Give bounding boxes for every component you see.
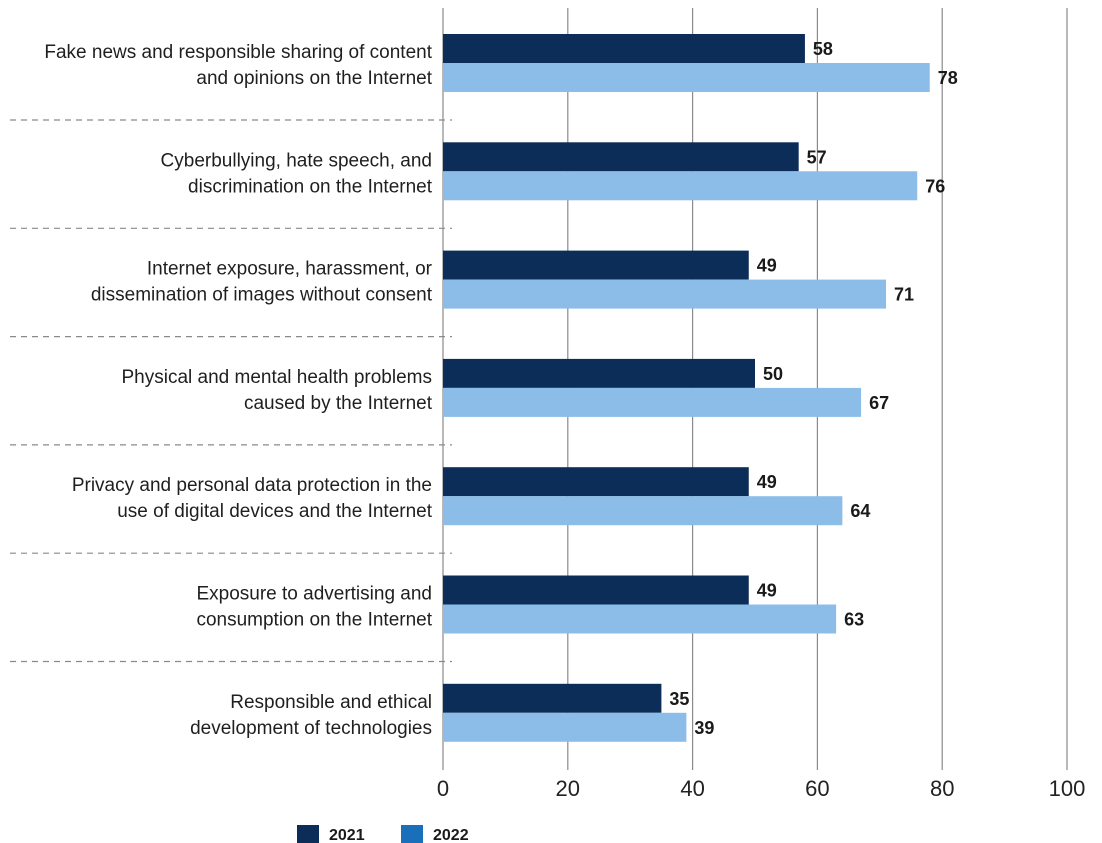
- bar-2022: [443, 496, 843, 526]
- data-label-2022: 63: [844, 610, 864, 630]
- x-tick-label: 80: [930, 776, 954, 801]
- bar-2022: [443, 387, 862, 417]
- data-label-2022: 64: [850, 501, 870, 521]
- legend-swatch-2021: [297, 825, 319, 843]
- category-label: use of digital devices and the Internet: [117, 501, 432, 522]
- category-label: development of technologies: [190, 718, 432, 739]
- bar-2021: [443, 358, 755, 388]
- category-label: Responsible and ethical: [230, 692, 432, 713]
- bar-2021: [443, 683, 662, 713]
- bar-2021: [443, 575, 749, 605]
- bar-2022: [443, 171, 918, 201]
- bars: [443, 34, 930, 742]
- bar-2022: [443, 279, 887, 309]
- x-tick-label: 40: [680, 776, 704, 801]
- data-label-2022: 39: [694, 718, 714, 738]
- category-label: consumption on the Internet: [196, 610, 432, 631]
- bar-2021: [443, 467, 749, 497]
- x-axis-ticks: 0 20 40 60 80 100: [437, 776, 1085, 801]
- category-label: and opinions on the Internet: [196, 68, 432, 89]
- data-label-2021: 49: [757, 256, 777, 276]
- bar-2021: [443, 34, 805, 63]
- x-tick-label: 60: [805, 776, 829, 801]
- category-separators: [10, 119, 452, 663]
- data-label-2021: 49: [757, 472, 777, 492]
- data-label-2022: 76: [925, 176, 945, 196]
- data-label-2022: 78: [938, 68, 958, 88]
- category-label: caused by the Internet: [244, 393, 433, 414]
- category-labels: Fake news and responsible sharing of con…: [44, 42, 432, 739]
- data-label-2021: 57: [807, 147, 827, 167]
- category-label: Fake news and responsible sharing of con…: [44, 42, 432, 63]
- bar-2022: [443, 712, 687, 742]
- category-label: dissemination of images without consent: [91, 285, 433, 306]
- data-label-2022: 67: [869, 393, 889, 413]
- legend: 2021 2022: [297, 825, 469, 843]
- data-label-2022: 71: [894, 285, 914, 305]
- data-label-2021: 35: [669, 689, 689, 709]
- data-label-2021: 58: [813, 39, 833, 59]
- legend-label-2022: 2022: [433, 827, 469, 843]
- bar-2022: [443, 604, 837, 634]
- data-label-2021: 49: [757, 581, 777, 601]
- category-label: Exposure to advertising and: [196, 584, 432, 605]
- legend-label-2021: 2021: [329, 827, 365, 843]
- category-label: Physical and mental health problems: [121, 367, 432, 388]
- bar-2021: [443, 250, 749, 280]
- data-label-2021: 50: [763, 364, 783, 384]
- x-tick-label: 100: [1049, 776, 1086, 801]
- category-label: Privacy and personal data protection in …: [72, 475, 432, 496]
- category-label: discrimination on the Internet: [188, 176, 433, 197]
- bar-2022: [443, 63, 930, 92]
- category-label: Internet exposure, harassment, or: [147, 259, 433, 280]
- x-tick-label: 0: [437, 776, 449, 801]
- legend-swatch-2022: [401, 825, 423, 843]
- x-tick-label: 20: [556, 776, 580, 801]
- category-label: Cyberbullying, hate speech, and: [161, 150, 432, 171]
- bar-2021: [443, 142, 799, 172]
